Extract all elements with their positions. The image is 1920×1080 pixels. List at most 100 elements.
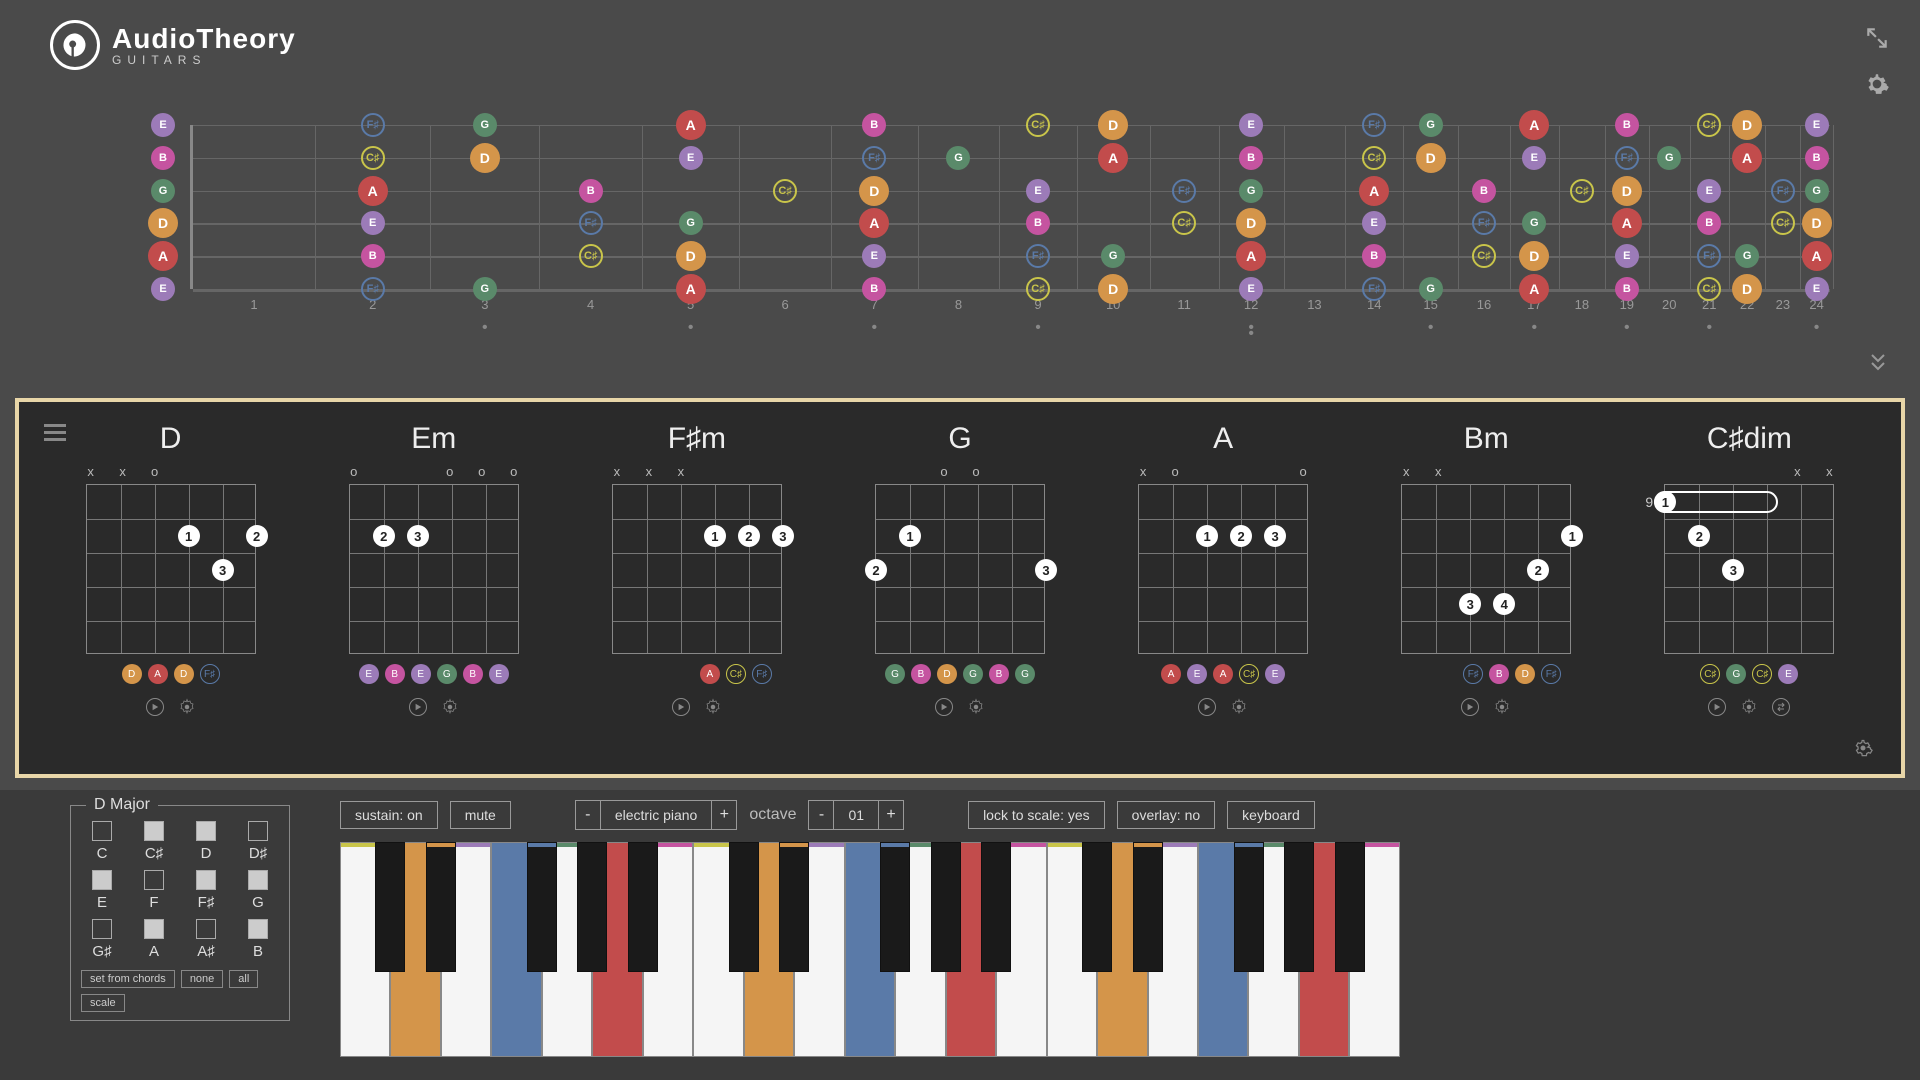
fretboard-note[interactable]: D bbox=[859, 176, 889, 206]
fretboard-note[interactable]: B bbox=[1615, 113, 1639, 137]
fretboard-note[interactable]: B bbox=[579, 179, 603, 203]
fretboard-note[interactable]: A bbox=[1612, 208, 1642, 238]
fretboard-note[interactable]: C♯ bbox=[579, 244, 603, 268]
fretboard-note[interactable]: A bbox=[1732, 143, 1762, 173]
fretboard-note[interactable]: D bbox=[1612, 176, 1642, 206]
fretboard-note[interactable]: G bbox=[1419, 277, 1443, 301]
fretboard-note[interactable]: A bbox=[1098, 143, 1128, 173]
fretboard-note[interactable]: A bbox=[676, 110, 706, 140]
scale-action-button[interactable]: scale bbox=[81, 994, 125, 1012]
fretboard-note[interactable]: A bbox=[1236, 241, 1266, 271]
fretboard-note[interactable]: E bbox=[151, 113, 175, 137]
fretboard-note[interactable]: D bbox=[676, 241, 706, 271]
fretboard-note[interactable]: F♯ bbox=[361, 277, 385, 301]
scale-action-button[interactable]: all bbox=[229, 970, 258, 988]
instrument-next[interactable]: + bbox=[711, 800, 737, 830]
fretboard-note[interactable]: F♯ bbox=[1615, 146, 1639, 170]
fretboard-note[interactable]: B bbox=[1239, 146, 1263, 170]
expand-icon[interactable] bbox=[1866, 350, 1890, 379]
chord-settings-icon[interactable] bbox=[1740, 698, 1758, 716]
fretboard-note[interactable]: C♯ bbox=[1771, 211, 1795, 235]
piano-black-key[interactable] bbox=[1133, 842, 1163, 972]
scale-toggle[interactable] bbox=[248, 870, 268, 890]
instrument-stepper[interactable]: - electric piano + bbox=[575, 800, 738, 830]
scale-action-button[interactable]: set from chords bbox=[81, 970, 175, 988]
fretboard-note[interactable]: B bbox=[1697, 211, 1721, 235]
chord-settings-icon[interactable] bbox=[178, 698, 196, 716]
fretboard-note[interactable]: C♯ bbox=[1026, 113, 1050, 137]
fretboard-note[interactable]: B bbox=[1026, 211, 1050, 235]
fretboard-note[interactable]: D bbox=[1519, 241, 1549, 271]
fullscreen-icon[interactable] bbox=[1864, 25, 1890, 51]
fretboard-note[interactable]: G bbox=[1805, 179, 1829, 203]
scale-toggle[interactable] bbox=[144, 870, 164, 890]
fretboard-note[interactable]: B bbox=[862, 277, 886, 301]
scale-toggle[interactable] bbox=[144, 919, 164, 939]
fretboard-note[interactable]: E bbox=[1615, 244, 1639, 268]
fretboard-note[interactable]: E bbox=[1239, 113, 1263, 137]
octave-stepper[interactable]: - 01 + bbox=[808, 800, 904, 830]
piano-black-key[interactable] bbox=[426, 842, 456, 972]
play-chord-icon[interactable] bbox=[672, 698, 690, 716]
lock-scale-button[interactable]: lock to scale: yes bbox=[968, 801, 1105, 829]
chord-diagram[interactable]: 9123 bbox=[1664, 484, 1834, 654]
chord-settings-icon[interactable] bbox=[967, 698, 985, 716]
fretboard-note[interactable]: B bbox=[361, 244, 385, 268]
piano-black-key[interactable] bbox=[577, 842, 607, 972]
play-chord-icon[interactable] bbox=[409, 698, 427, 716]
sustain-button[interactable]: sustain: on bbox=[340, 801, 438, 829]
fretboard-note[interactable]: E bbox=[679, 146, 703, 170]
fretboard-note[interactable]: F♯ bbox=[1362, 113, 1386, 137]
scale-toggle[interactable] bbox=[92, 919, 112, 939]
fretboard-note[interactable]: E bbox=[1239, 277, 1263, 301]
mute-button[interactable]: mute bbox=[450, 801, 511, 829]
piano-black-key[interactable] bbox=[981, 842, 1011, 972]
piano-black-key[interactable] bbox=[1284, 842, 1314, 972]
piano-black-key[interactable] bbox=[1082, 842, 1112, 972]
fretboard-note[interactable]: C♯ bbox=[1570, 179, 1594, 203]
fretboard-note[interactable]: B bbox=[1362, 244, 1386, 268]
fretboard-note[interactable]: G bbox=[473, 113, 497, 137]
chord-diagram[interactable]: 123 bbox=[875, 484, 1045, 654]
settings-icon[interactable] bbox=[1864, 71, 1890, 97]
scale-toggle[interactable] bbox=[196, 870, 216, 890]
swap-chord-icon[interactable] bbox=[1772, 698, 1790, 716]
fretboard-note[interactable]: B bbox=[862, 113, 886, 137]
play-chord-icon[interactable] bbox=[935, 698, 953, 716]
fretboard-note[interactable]: D bbox=[148, 208, 178, 238]
fretboard-note[interactable]: A bbox=[1359, 176, 1389, 206]
piano-black-key[interactable] bbox=[931, 842, 961, 972]
piano-black-key[interactable] bbox=[375, 842, 405, 972]
fretboard-note[interactable]: F♯ bbox=[1697, 244, 1721, 268]
fretboard-note[interactable]: B bbox=[1805, 146, 1829, 170]
fretboard-note[interactable]: B bbox=[1615, 277, 1639, 301]
fretboard-note[interactable]: F♯ bbox=[1026, 244, 1050, 268]
chord-settings-icon[interactable] bbox=[704, 698, 722, 716]
fretboard-note[interactable]: C♯ bbox=[1362, 146, 1386, 170]
octave-down[interactable]: - bbox=[808, 800, 834, 830]
fretboard-note[interactable]: F♯ bbox=[1472, 211, 1496, 235]
fretboard-note[interactable]: E bbox=[1805, 277, 1829, 301]
fretboard-note[interactable]: D bbox=[1236, 208, 1266, 238]
fretboard-note[interactable]: G bbox=[1735, 244, 1759, 268]
octave-up[interactable]: + bbox=[878, 800, 904, 830]
fretboard-note[interactable]: A bbox=[676, 274, 706, 304]
fretboard-note[interactable]: F♯ bbox=[579, 211, 603, 235]
fretboard-note[interactable]: G bbox=[1657, 146, 1681, 170]
fretboard-note[interactable]: E bbox=[1522, 146, 1546, 170]
fretboard-note[interactable]: G bbox=[946, 146, 970, 170]
fretboard-note[interactable]: G bbox=[1239, 179, 1263, 203]
chord-diagram[interactable]: 123 bbox=[612, 484, 782, 654]
overlay-button[interactable]: overlay: no bbox=[1117, 801, 1215, 829]
fretboard-note[interactable]: E bbox=[1697, 179, 1721, 203]
fretboard-note[interactable]: D bbox=[470, 143, 500, 173]
fretboard-note[interactable]: E bbox=[361, 211, 385, 235]
chord-settings-icon[interactable] bbox=[1230, 698, 1248, 716]
fretboard-note[interactable]: E bbox=[1362, 211, 1386, 235]
play-chord-icon[interactable] bbox=[1461, 698, 1479, 716]
fretboard-note[interactable]: C♯ bbox=[773, 179, 797, 203]
fretboard-note[interactable]: G bbox=[473, 277, 497, 301]
piano-black-key[interactable] bbox=[1234, 842, 1264, 972]
fretboard-note[interactable]: C♯ bbox=[1026, 277, 1050, 301]
piano-black-key[interactable] bbox=[729, 842, 759, 972]
